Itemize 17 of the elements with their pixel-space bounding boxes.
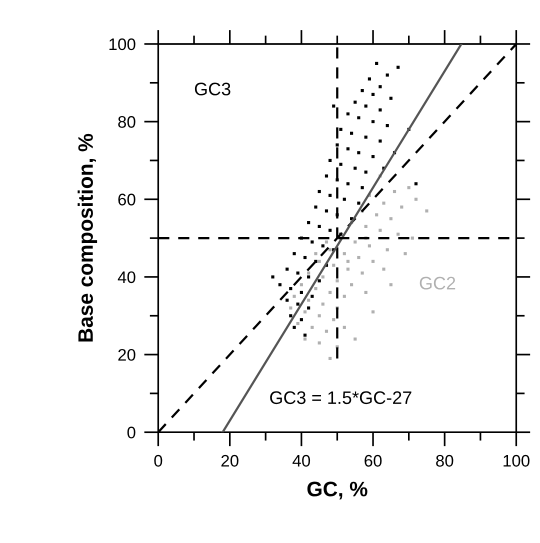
y-tick-label: 60 — [118, 194, 136, 206]
x-axis-title: GC, % — [307, 482, 368, 500]
y-tick-label: 80 — [118, 116, 136, 128]
text: GC3 — [194, 82, 230, 96]
y-tick-label: 0 — [127, 426, 136, 438]
y-tick-label: 40 — [118, 271, 136, 284]
y-tick-label: 100 — [109, 38, 136, 50]
x-tick-label: 20 — [221, 454, 238, 467]
x-tick-label: 100 — [504, 454, 530, 467]
series-label: GC2 — [420, 276, 456, 290]
x-tick-label: 40 — [292, 454, 310, 467]
x-tick-label: 60 — [364, 454, 382, 467]
y-tick-label: 20 — [118, 348, 136, 361]
x-tick-label: 80 — [436, 454, 454, 467]
annotation: GC3 = 1.5*GC-27 — [270, 391, 412, 404]
x-tick-label: 0 — [154, 454, 162, 467]
y-axis-title: Base composition, % — [78, 134, 98, 342]
